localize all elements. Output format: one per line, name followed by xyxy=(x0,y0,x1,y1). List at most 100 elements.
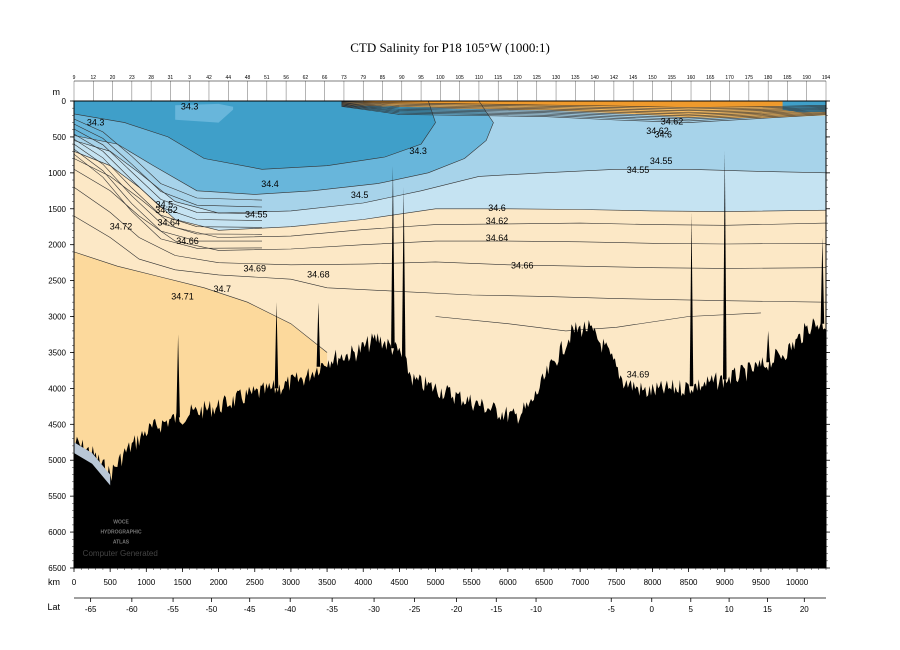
lat-tick-label: -45 xyxy=(244,605,256,614)
distance-tick-label: 3000 xyxy=(282,578,300,587)
contour-label: 34.4 xyxy=(261,179,279,189)
contour-line xyxy=(73,169,827,251)
depth-tick-label: 5000 xyxy=(48,456,66,465)
station-label: 100 xyxy=(436,75,445,81)
contour-label: 34.6 xyxy=(488,203,506,213)
station-label: 145 xyxy=(629,75,638,81)
depth-tick-label: 2000 xyxy=(48,241,66,250)
station-label: 44 xyxy=(225,75,231,81)
contour-label: 34.62 xyxy=(661,117,684,127)
chart-title: CTD Salinity for P18 105°W (1000:1) xyxy=(350,40,550,55)
lat-tick-label: -65 xyxy=(85,605,97,614)
depth-unit-label: m xyxy=(53,87,61,97)
lat-tick-label: -50 xyxy=(206,605,218,614)
seamount xyxy=(316,302,321,367)
atlas-logo: WOCE HYDROGRAPHIC ATLAS xyxy=(100,519,142,545)
distance-tick-label: 10000 xyxy=(786,578,809,587)
contour-line xyxy=(341,106,827,123)
station-label: 66 xyxy=(322,75,328,81)
station-label: 190 xyxy=(803,75,812,81)
station-label: 105 xyxy=(455,75,464,81)
seamount xyxy=(689,212,694,387)
lat-tick-label: -55 xyxy=(167,605,179,614)
station-label: 194 xyxy=(822,75,831,81)
contour-label: 34.3 xyxy=(87,117,105,127)
seamount xyxy=(274,302,279,389)
station-label: 9 xyxy=(73,75,76,81)
contour-label: 34.6 xyxy=(655,130,673,140)
lat-tick-label: -30 xyxy=(368,605,380,614)
station-label: 115 xyxy=(494,75,502,81)
distance-tick-label: 500 xyxy=(103,578,117,587)
station-label: 79 xyxy=(360,75,366,81)
contour-line xyxy=(73,251,328,353)
contour-label: 34.55 xyxy=(650,156,673,166)
contour-line xyxy=(73,143,263,235)
contour-label: 34.7 xyxy=(213,284,231,294)
distance-unit-label: km xyxy=(48,577,60,587)
station-label: 180 xyxy=(764,75,773,81)
station-label: 175 xyxy=(745,75,754,81)
salinity-band-surface-max xyxy=(363,101,826,108)
contour-line xyxy=(341,104,827,118)
lat-tick-label: -40 xyxy=(284,605,296,614)
station-label: 185 xyxy=(783,75,792,81)
contour-line xyxy=(341,105,827,120)
distance-tick-label: 1500 xyxy=(174,578,192,587)
lat-axis-label: Lat xyxy=(47,602,60,612)
logo-line: HYDROGRAPHIC xyxy=(100,529,142,535)
seamount xyxy=(766,330,770,363)
distance-tick-label: 7000 xyxy=(571,578,589,587)
axes: m050010001500200025003000350040004500500… xyxy=(47,75,830,614)
depth-tick-label: 3500 xyxy=(48,348,66,357)
contour-line xyxy=(73,100,436,170)
station-label: 130 xyxy=(552,75,561,81)
contour-line xyxy=(73,123,263,208)
station-label: 120 xyxy=(513,75,522,81)
contour-line xyxy=(73,215,827,303)
contour-label: 34.66 xyxy=(176,236,199,246)
contour-line xyxy=(341,101,827,110)
depth-tick-label: 6500 xyxy=(48,564,66,573)
distance-tick-label: 0 xyxy=(72,578,77,587)
lat-tick-label: 20 xyxy=(800,605,809,614)
contour-line xyxy=(73,186,827,269)
depth-tick-label: 0 xyxy=(62,97,67,106)
station-label: 165 xyxy=(706,75,715,81)
contour-line xyxy=(73,133,263,221)
southern-slope xyxy=(74,442,111,486)
lat-tick-label: -10 xyxy=(530,605,542,614)
depth-tick-label: 4000 xyxy=(48,384,66,393)
station-label: 140 xyxy=(590,75,599,81)
station-label: 160 xyxy=(687,75,696,81)
distance-tick-label: 9000 xyxy=(716,578,734,587)
lat-tick-label: -20 xyxy=(451,605,463,614)
contour-line xyxy=(341,102,827,112)
lat-tick-label: 5 xyxy=(689,605,694,614)
station-label: 3 xyxy=(188,75,191,81)
station-label: 23 xyxy=(129,75,135,81)
bathymetry xyxy=(74,318,826,568)
station-label: 85 xyxy=(380,75,386,81)
contour-line xyxy=(73,158,827,238)
depth-tick-label: 6000 xyxy=(48,528,66,537)
contour-line xyxy=(73,138,263,228)
contour-line xyxy=(73,153,263,249)
seamount xyxy=(391,165,395,349)
contour-line xyxy=(341,101,827,108)
station-label: 125 xyxy=(533,75,542,81)
station-label: 150 xyxy=(648,75,657,81)
distance-tick-label: 6000 xyxy=(499,578,517,587)
lat-tick-label: -60 xyxy=(126,605,138,614)
distance-tick-label: 5500 xyxy=(463,578,481,587)
station-label: 28 xyxy=(148,75,154,81)
depth-tick-label: 4500 xyxy=(48,420,66,429)
lat-tick-label: 10 xyxy=(725,605,734,614)
contour-label: 34.62 xyxy=(486,216,509,226)
seamount xyxy=(820,237,825,324)
station-label: 142 xyxy=(610,75,619,81)
contour-label: 34.68 xyxy=(307,270,330,280)
contour-label: 34.5 xyxy=(156,199,174,209)
